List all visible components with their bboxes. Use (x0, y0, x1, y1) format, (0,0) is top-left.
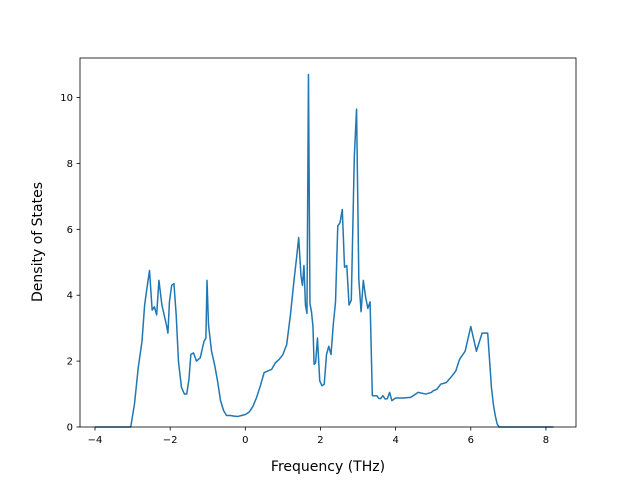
y-tick-label: 6 (67, 225, 73, 236)
y-tick-label: 8 (67, 159, 73, 170)
x-tick-label: 0 (242, 435, 248, 446)
x-tick-label: −4 (88, 435, 103, 446)
dos-series-line (95, 73, 554, 428)
x-tick-label: 6 (468, 435, 474, 446)
plot-area (79, 57, 577, 428)
y-axis-ticks: 0 2 4 6 8 10 (60, 93, 80, 434)
x-tick-label: 2 (317, 435, 323, 446)
x-axis-label: Frequency (THz) (271, 459, 385, 475)
y-tick-label: 4 (67, 291, 73, 302)
x-tick-label: −2 (163, 435, 178, 446)
x-axis-ticks: −4 −2 0 2 4 6 8 (88, 427, 549, 446)
x-tick-label: 8 (543, 435, 549, 446)
y-axis-label: Density of States (30, 182, 46, 302)
y-tick-label: 10 (60, 93, 73, 104)
axes-frame (79, 57, 577, 428)
y-tick-label: 2 (67, 357, 73, 368)
x-tick-label: 4 (392, 435, 398, 446)
y-tick-label: 0 (67, 423, 73, 434)
